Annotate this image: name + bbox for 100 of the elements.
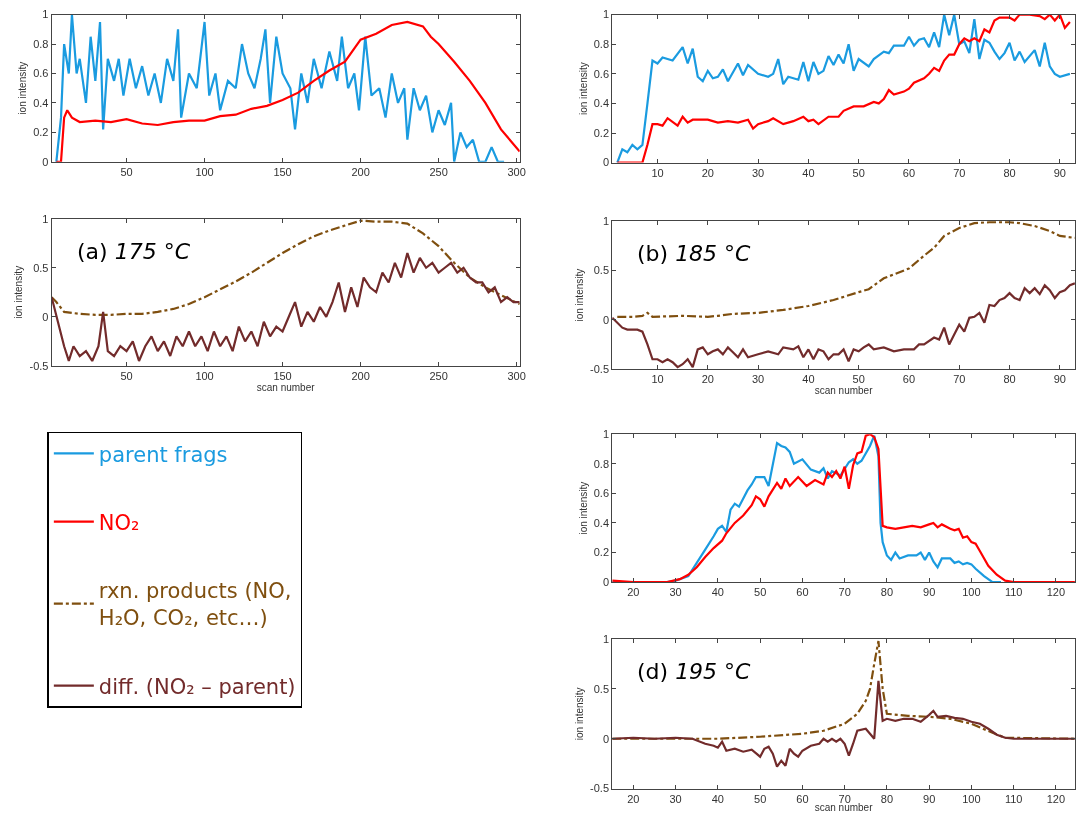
x-tick-label: 10 (651, 373, 664, 386)
y-tick-label: 1 (42, 212, 49, 225)
line-series (616, 221, 1075, 318)
x-tick-label: 30 (669, 792, 682, 805)
y-tick-label: 0.8 (593, 457, 610, 470)
y-axis-title: ion intensity (574, 268, 586, 322)
x-tick-label: 250 (429, 370, 448, 383)
x-tick-label: 90 (923, 586, 936, 599)
x-tick-label: 50 (852, 373, 865, 386)
y-tick-label: -0.5 (29, 359, 49, 372)
x-tick-label: 40 (802, 373, 815, 386)
x-tick-label: 60 (796, 586, 809, 599)
x-tick-label: 90 (923, 792, 936, 805)
x-tick-label: 50 (754, 792, 767, 805)
legend-label: NO₂ (98, 510, 140, 535)
y-tick-label: -0.5 (590, 362, 610, 375)
x-tick-label: 70 (838, 586, 851, 599)
x-tick-label: 20 (701, 373, 714, 386)
line-series (612, 434, 1075, 583)
y-tick-label: 0 (602, 732, 610, 745)
x-tick-label: 60 (902, 373, 916, 386)
y-tick-label: 1 (602, 632, 610, 645)
x-tick-label: 70 (953, 166, 966, 179)
y-tick-label: 0.8 (593, 38, 610, 51)
y-tick-label: 0.8 (33, 37, 49, 50)
x-tick-label: 70 (953, 373, 966, 386)
x-tick-label: 200 (351, 370, 370, 383)
y-tick-label: 1 (602, 214, 610, 227)
x-tick-label: 40 (711, 792, 724, 805)
legend-label: rxn. products (NO, H₂O, CO₂, etc…) (98, 579, 292, 631)
x-tick-label: 300 (507, 370, 526, 383)
y-axis-title: ion intensity (574, 687, 586, 741)
y-tick-label: 0 (602, 156, 610, 169)
legend-label: diff. (NO₂ – parent) (98, 674, 296, 699)
x-tick-label: 100 (962, 586, 981, 599)
x-tick-label: 110 (1004, 792, 1023, 805)
y-axis-title: ion intensity (577, 62, 589, 116)
x-tick-label: 20 (627, 586, 640, 599)
line-series (51, 219, 520, 316)
x-tick-label: 60 (796, 792, 809, 805)
y-tick-label: 0.4 (33, 96, 49, 109)
x-tick-label: 20 (627, 792, 640, 805)
y-axis-title: ion intensity (17, 61, 29, 115)
x-tick-label: 70 (838, 792, 851, 805)
x-tick-label: 90 (1053, 373, 1066, 386)
y-tick-label: 0.4 (593, 97, 610, 110)
x-tick-label: 250 (429, 165, 448, 178)
x-tick-label: 110 (1004, 586, 1023, 599)
y-tick-label: 0.5 (593, 264, 610, 277)
x-tick-label: 90 (1053, 166, 1066, 179)
x-tick-label: 120 (1046, 586, 1066, 599)
x-axis-title: scan number (814, 802, 874, 813)
x-tick-label: 80 (880, 792, 894, 805)
x-tick-label: 10 (651, 166, 664, 179)
x-tick-label: 40 (711, 586, 724, 599)
x-tick-label: 40 (802, 166, 815, 179)
x-tick-label: 30 (751, 373, 765, 386)
x-tick-label: 300 (507, 165, 526, 178)
x-tick-label: 50 (754, 586, 767, 599)
x-tick-label: 100 (195, 165, 214, 178)
y-tick-label: -0.5 (590, 782, 610, 795)
y-tick-label: 0.4 (593, 516, 610, 529)
x-tick-label: 150 (273, 370, 292, 383)
legend-label: parent frags (98, 442, 228, 467)
x-tick-label: 100 (195, 370, 214, 383)
line-series (616, 14, 1071, 163)
x-tick-label: 20 (701, 166, 714, 179)
x-tick-label: 150 (273, 165, 292, 178)
y-tick-label: 0.2 (593, 126, 610, 139)
y-tick-label: 0.2 (33, 126, 49, 139)
y-tick-label: 0.6 (33, 67, 49, 80)
x-tick-label: 100 (962, 792, 981, 805)
y-tick-label: 1 (42, 8, 49, 21)
y-tick-label: 0 (602, 313, 610, 326)
annotation: (b) 185 °C (637, 241, 752, 266)
y-tick-label: 0.5 (33, 261, 49, 274)
y-tick-label: 0 (602, 575, 610, 588)
y-tick-label: 1 (602, 427, 610, 440)
y-tick-label: 0 (42, 155, 49, 168)
y-tick-label: 0.6 (593, 67, 610, 80)
x-tick-label: 50 (852, 166, 865, 179)
y-tick-label: 0.5 (593, 682, 610, 695)
x-tick-label: 50 (120, 165, 133, 178)
line-series (612, 282, 1075, 369)
x-tick-label: 60 (902, 166, 916, 179)
y-tick-label: 1 (602, 8, 610, 21)
y-axis-title: ion intensity (13, 265, 25, 319)
x-tick-label: 80 (1003, 373, 1016, 386)
annotation: (a) 175 °C (77, 239, 191, 264)
x-tick-label: 50 (120, 370, 133, 383)
y-axis-title: ion intensity (577, 481, 589, 535)
x-axis-title: scan number (814, 385, 874, 397)
y-tick-label: 0 (42, 310, 49, 323)
y-tick-label: 0.6 (593, 487, 610, 500)
x-tick-label: 120 (1046, 792, 1066, 805)
x-tick-label: 30 (669, 586, 682, 599)
x-axis-title: scan number (256, 382, 316, 394)
y-tick-label: 0.2 (593, 546, 610, 559)
x-tick-label: 80 (1003, 166, 1016, 179)
x-tick-label: 200 (351, 165, 370, 178)
